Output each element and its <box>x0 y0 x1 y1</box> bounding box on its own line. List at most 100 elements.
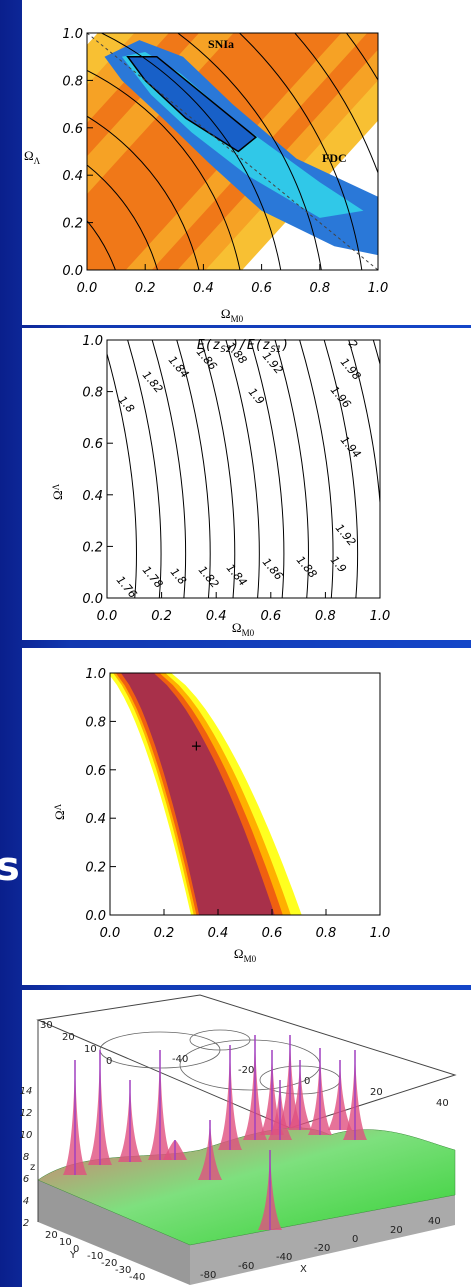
plot-frame <box>106 339 381 599</box>
y-tick-label: -30 <box>115 1265 131 1276</box>
y-tick-label: 0.4 <box>85 812 106 827</box>
top-tick-label: 20 <box>62 1032 75 1043</box>
x-axis-label: ΩM0 <box>232 620 255 638</box>
x-axis-label: X <box>300 1264 307 1275</box>
x-tick-label: 40 <box>428 1216 441 1227</box>
y-tick-label: 0.2 <box>62 217 83 232</box>
x-tick-label: 0.4 <box>193 281 214 296</box>
contour-line <box>299 340 334 598</box>
y-axis-label-sub: Λ <box>34 156 41 166</box>
side-wall <box>190 1195 455 1285</box>
z-tick-label: 2 <box>23 1218 29 1229</box>
contour-plane <box>36 994 457 1129</box>
title-part: S2 <box>220 345 231 355</box>
y-axis-label-sub: Λ <box>51 483 61 490</box>
y-axis-label: Y <box>69 1250 77 1261</box>
x-axis-label-sub: M0 <box>242 628 255 638</box>
z-tick-label: 4 <box>23 1196 29 1207</box>
y-tick-label: 0.4 <box>62 169 83 184</box>
y-tick-label: 1.0 <box>85 667 106 682</box>
side-wall <box>38 1180 190 1285</box>
y-axis-label-sub: Λ <box>53 803 63 810</box>
top-tick-label: 0 <box>304 1076 310 1087</box>
plot-area <box>107 340 380 598</box>
y-tick-label: 0.6 <box>82 437 103 452</box>
contour-line <box>200 340 236 598</box>
annotation: SNIa <box>208 37 234 51</box>
top-tick-label: 10 <box>84 1044 97 1055</box>
plot-frame <box>109 672 381 916</box>
z-tick-label: 6 <box>23 1174 29 1185</box>
y-tick-label: 0.6 <box>85 764 106 779</box>
x-tick-label: 0.8 <box>309 281 330 296</box>
y-tick-label: 0.8 <box>85 715 106 730</box>
y-tick-label: 0.6 <box>62 122 83 137</box>
x-tick-label: 0.6 <box>251 281 272 296</box>
x-tick-label: 0.2 <box>135 281 156 296</box>
z-tick-label: 12 <box>20 1108 33 1119</box>
title-part: S1 <box>270 345 281 355</box>
plot-frame <box>86 32 379 271</box>
y-tick-label: -40 <box>129 1272 145 1283</box>
contour-line <box>323 340 359 598</box>
x-tick-label: 1.0 <box>370 926 391 941</box>
chart-title: E(zS2)/E(zS1) <box>197 338 289 355</box>
x-tick-label: -20 <box>314 1243 330 1254</box>
x-axis-label-sub: M0 <box>231 314 244 324</box>
x-tick-label: 0.8 <box>316 926 337 941</box>
y-tick-label: 10 <box>59 1237 72 1248</box>
y-tick-label: 0.2 <box>82 540 103 555</box>
y-axis-label: ΩΛ <box>50 483 65 500</box>
contour-line <box>348 340 380 598</box>
z-tick-label: 14 <box>20 1086 33 1097</box>
top-tick-label: 40 <box>436 1098 449 1109</box>
fdc-core <box>126 55 257 153</box>
y-tick-label: 1.0 <box>62 27 83 42</box>
dashed-line <box>87 33 378 270</box>
y-tick-label: 0.0 <box>62 264 83 279</box>
top-tick-label: -20 <box>238 1065 254 1076</box>
y-tick-label: 20 <box>45 1230 58 1241</box>
y-axis-label-main: Ω <box>52 810 67 820</box>
plot-area <box>110 673 302 915</box>
z-tick-label: 10 <box>20 1130 33 1141</box>
x-tick-label: 0 <box>352 1234 358 1245</box>
contour-line <box>176 340 211 598</box>
x-tick-label: 0.4 <box>208 926 229 941</box>
x-tick-label: 1.0 <box>370 609 391 624</box>
y-tick-label: 1.0 <box>82 334 103 349</box>
plot-area <box>87 33 378 270</box>
contour-line <box>107 352 137 598</box>
edge-text: s <box>0 844 20 890</box>
top-tick-label: 30 <box>40 1020 53 1031</box>
contour-line <box>225 340 260 598</box>
x-tick-label: 20 <box>390 1225 403 1236</box>
panel <box>22 328 471 640</box>
top-tick-label: -40 <box>172 1054 188 1065</box>
x-tick-label: 0.6 <box>262 926 283 941</box>
x-tick-label: 0.6 <box>260 609 281 624</box>
x-tick-label: 1.0 <box>368 281 389 296</box>
title-part: )/E(z <box>231 338 270 353</box>
top-tick-label: 0 <box>106 1056 112 1067</box>
title-part: ) <box>281 338 289 353</box>
x-axis-label-main: Ω <box>221 306 231 321</box>
x-tick-label: 0.2 <box>151 609 172 624</box>
contour-line <box>151 340 187 598</box>
x-tick-label: 0.2 <box>154 926 175 941</box>
x-tick-label: 0.8 <box>315 609 336 624</box>
annotation: FDC <box>322 151 347 165</box>
x-axis-label: ΩM0 <box>221 306 244 324</box>
y-tick-label: -10 <box>87 1251 103 1262</box>
fiducial-marker: + <box>191 739 203 755</box>
title-part: E(z <box>197 338 221 353</box>
y-tick-label: 0.0 <box>85 909 106 924</box>
y-tick-label: 0.2 <box>85 861 106 876</box>
x-tick-label: -60 <box>238 1261 254 1272</box>
plane-contour <box>189 1029 251 1051</box>
x-tick-label: 0.0 <box>77 281 98 296</box>
x-axis-label-main: Ω <box>232 620 242 635</box>
x-axis-label-main: Ω <box>234 946 244 961</box>
y-axis-label: ΩΛ <box>24 148 41 166</box>
